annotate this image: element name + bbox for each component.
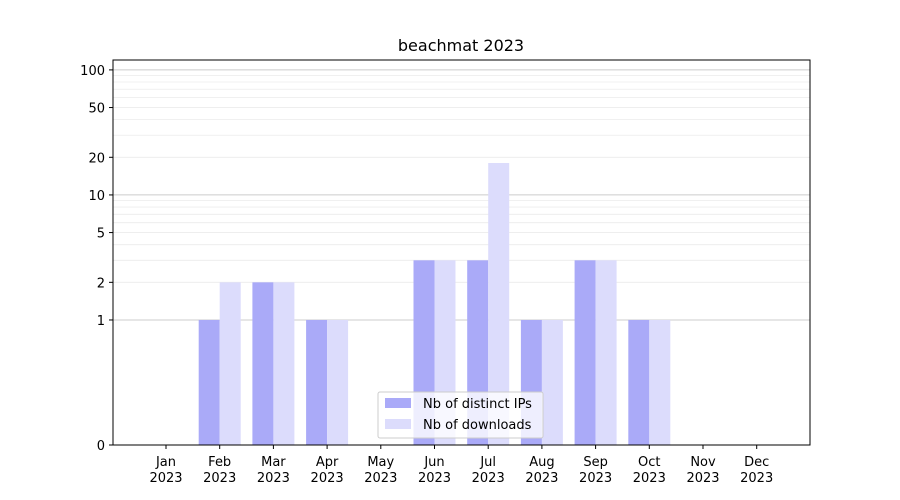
bar-distinct-ips-oct [628, 319, 650, 445]
y-tick-label: 10 [88, 189, 105, 204]
x-tick-label-year: 2023 [364, 471, 397, 486]
bar-distinct-ips-feb [198, 319, 220, 445]
bar-distinct-ips-sep [574, 260, 596, 445]
x-tick-label-month: Feb [208, 455, 231, 470]
legend-swatch-downloads [385, 419, 411, 429]
grid-lines [113, 69, 810, 321]
legend-label-distinct-ips: Nb of distinct IPs [423, 397, 532, 412]
x-tick-label-year: 2023 [633, 471, 666, 486]
legend-label-downloads: Nb of downloads [423, 418, 532, 433]
x-tick-label-month: Apr [316, 455, 339, 470]
x-tick-label-month: Mar [261, 455, 286, 470]
x-tick-label-year: 2023 [149, 471, 182, 486]
x-tick-label-month: Jul [479, 455, 496, 470]
x-tick-label-year: 2023 [472, 471, 505, 486]
bar-downloads-oct [649, 319, 671, 445]
bar-distinct-ips-mar [252, 282, 274, 445]
x-tick-label-month: Sep [583, 455, 608, 470]
bar-downloads-aug [541, 319, 563, 445]
x-tick-label-year: 2023 [740, 471, 773, 486]
y-tick-label: 50 [88, 102, 105, 117]
x-tick-label-month: May [367, 455, 394, 470]
x-tick-label-month: Oct [638, 455, 660, 470]
x-tick-label-month: Aug [529, 455, 554, 470]
x-tick-label-year: 2023 [311, 471, 344, 486]
x-tick-label-month: Dec [744, 455, 769, 470]
x-tick-label-year: 2023 [257, 471, 290, 486]
x-tick-label-month: Jan [155, 455, 176, 470]
bar-downloads-apr [327, 319, 349, 445]
bar-downloads-feb [219, 282, 241, 445]
y-tick-label: 20 [88, 151, 105, 166]
x-tick-label-month: Nov [690, 455, 716, 470]
bar-downloads-mar [273, 282, 295, 445]
x-tick-label-month: Jun [423, 455, 444, 470]
y-tick-label: 1 [97, 314, 105, 329]
x-axis: Jan2023Feb2023Mar2023Apr2023May2023Jun20… [149, 445, 773, 486]
x-tick-label-year: 2023 [686, 471, 719, 486]
legend-swatch-distinct-ips [385, 398, 411, 408]
chart-title: beachmat 2023 [398, 36, 524, 55]
y-tick-label: 2 [97, 276, 105, 291]
bar-distinct-ips-apr [306, 319, 328, 445]
bar-downloads-sep [595, 260, 617, 445]
x-tick-label-year: 2023 [203, 471, 236, 486]
y-tick-label: 0 [97, 439, 105, 454]
y-tick-label: 5 [97, 227, 105, 242]
legend-box [377, 391, 544, 439]
plot-area [112, 59, 811, 446]
y-axis: 0 1 2 5 10 20 50 100 [80, 64, 113, 454]
y-tick-label: 100 [80, 64, 105, 79]
legend: Nb of distinct IPs Nb of downloads [377, 391, 544, 439]
bar-downloads-jul [488, 163, 510, 445]
x-tick-label-year: 2023 [579, 471, 612, 486]
x-tick-label-year: 2023 [525, 471, 558, 486]
x-tick-label-year: 2023 [418, 471, 451, 486]
